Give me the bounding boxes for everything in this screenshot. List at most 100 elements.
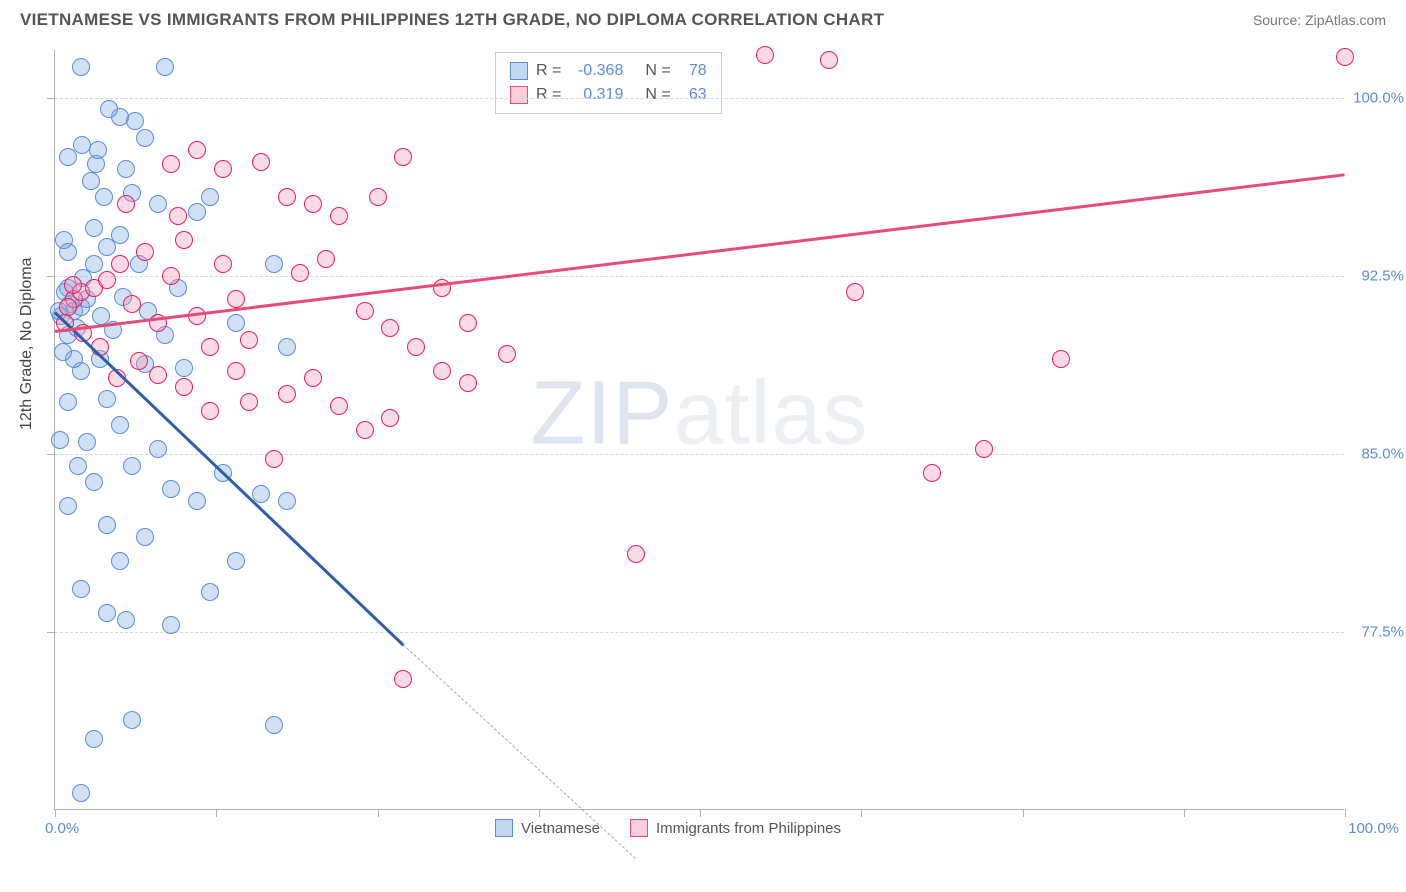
tick-v [55, 809, 56, 817]
data-point-blue [123, 711, 141, 729]
data-point-pink [111, 255, 129, 273]
tick-h [47, 276, 55, 277]
data-point-pink [240, 331, 258, 349]
x-axis-max-label: 100.0% [1348, 820, 1399, 837]
n-label: N = [645, 59, 670, 83]
legend-item-blue: Vietnamese [495, 819, 600, 837]
chart-header: VIETNAMESE VS IMMIGRANTS FROM PHILIPPINE… [0, 0, 1406, 38]
data-point-pink [59, 298, 77, 316]
tick-v [700, 809, 701, 817]
n-label: N = [645, 83, 670, 107]
data-point-blue [85, 219, 103, 237]
data-point-pink [162, 267, 180, 285]
data-point-blue [51, 431, 69, 449]
data-point-blue [136, 129, 154, 147]
data-point-blue [73, 136, 91, 154]
data-point-pink [433, 362, 451, 380]
x-axis-min-label: 0.0% [45, 820, 79, 837]
data-point-blue [92, 307, 110, 325]
data-point-pink [227, 362, 245, 380]
trendline-reg-blue-solid [54, 312, 404, 646]
n-value-blue: 78 [679, 59, 707, 83]
data-point-pink [162, 155, 180, 173]
data-point-pink [369, 188, 387, 206]
n-value-pink: 63 [679, 83, 707, 107]
data-point-blue [149, 440, 167, 458]
data-point-blue [54, 343, 72, 361]
data-point-pink [394, 148, 412, 166]
tick-h [47, 632, 55, 633]
data-point-pink [98, 271, 116, 289]
data-point-pink [123, 295, 141, 313]
data-point-blue [111, 416, 129, 434]
tick-h [47, 454, 55, 455]
r-value-blue: -0.368 [569, 59, 623, 83]
data-point-pink [169, 207, 187, 225]
source-attribution: Source: ZipAtlas.com [1253, 12, 1386, 28]
data-point-blue [98, 516, 116, 534]
data-point-blue [55, 231, 73, 249]
data-point-pink [330, 397, 348, 415]
legend-label-pink: Immigrants from Philippines [656, 820, 841, 837]
data-point-pink [304, 195, 322, 213]
data-point-blue [156, 58, 174, 76]
tick-v [216, 809, 217, 817]
data-point-pink [64, 276, 82, 294]
legend-label-blue: Vietnamese [521, 820, 600, 837]
data-point-blue [85, 730, 103, 748]
watermark-part2: atlas [673, 364, 868, 464]
data-point-blue [162, 616, 180, 634]
data-point-pink [627, 545, 645, 563]
data-point-pink [356, 421, 374, 439]
data-point-blue [59, 497, 77, 515]
data-point-pink [756, 46, 774, 64]
data-point-blue [201, 583, 219, 601]
tick-v [539, 809, 540, 817]
swatch-pink-icon [510, 86, 528, 104]
tick-v [1184, 809, 1185, 817]
data-point-pink [317, 250, 335, 268]
tick-v [1345, 809, 1346, 817]
data-point-pink [149, 366, 167, 384]
data-point-pink [330, 207, 348, 225]
data-point-blue [72, 58, 90, 76]
data-point-blue [278, 492, 296, 510]
legend-swatch-pink-icon [630, 819, 648, 837]
data-point-blue [72, 784, 90, 802]
data-point-blue [59, 393, 77, 411]
data-point-blue [123, 457, 141, 475]
data-point-blue [188, 492, 206, 510]
data-point-blue [98, 390, 116, 408]
data-point-pink [252, 153, 270, 171]
y-tick-label: 77.5% [1361, 623, 1404, 640]
data-point-blue [111, 226, 129, 244]
data-point-pink [278, 385, 296, 403]
data-point-pink [130, 352, 148, 370]
source-label: Source: [1253, 12, 1305, 28]
legend-swatch-blue-icon [495, 819, 513, 837]
tick-v [378, 809, 379, 817]
data-point-blue [82, 172, 100, 190]
data-point-blue [136, 528, 154, 546]
data-point-blue [72, 580, 90, 598]
data-point-pink [1052, 350, 1070, 368]
legend-item-pink: Immigrants from Philippines [630, 819, 841, 837]
data-point-pink [1336, 48, 1354, 66]
data-point-blue [149, 195, 167, 213]
data-point-pink [381, 319, 399, 337]
data-point-pink [459, 314, 477, 332]
data-point-pink [820, 51, 838, 69]
data-point-pink [923, 464, 941, 482]
data-point-pink [291, 264, 309, 282]
data-point-blue [265, 716, 283, 734]
data-point-pink [175, 378, 193, 396]
y-tick-label: 100.0% [1353, 89, 1404, 106]
data-point-blue [100, 100, 118, 118]
scatter-chart: ZIPatlas R = -0.368 N = 78 R = 0.319 N =… [54, 50, 1344, 810]
data-point-pink [201, 338, 219, 356]
data-point-blue [111, 552, 129, 570]
data-point-pink [846, 283, 864, 301]
data-point-pink [975, 440, 993, 458]
data-point-pink [117, 195, 135, 213]
data-point-pink [136, 243, 154, 261]
